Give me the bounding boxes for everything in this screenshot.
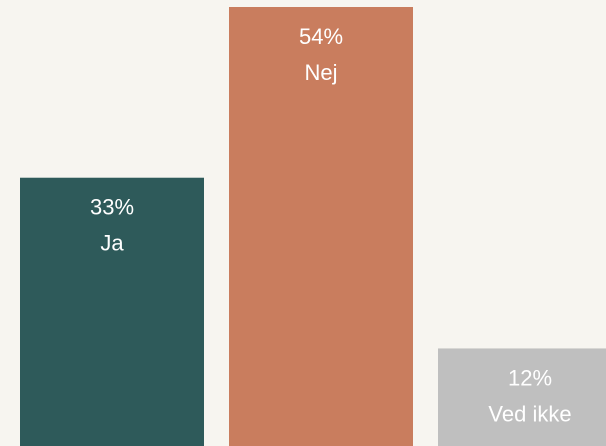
data-label: 12%: [508, 365, 552, 390]
category-label: Ja: [100, 231, 124, 256]
category-label: Ved ikke: [488, 401, 571, 426]
category-label: Nej: [304, 60, 337, 85]
data-label: 33%: [90, 195, 134, 220]
bar: [229, 7, 413, 446]
bar: [20, 177, 204, 446]
data-label: 54%: [299, 24, 343, 49]
bar: [438, 348, 606, 446]
